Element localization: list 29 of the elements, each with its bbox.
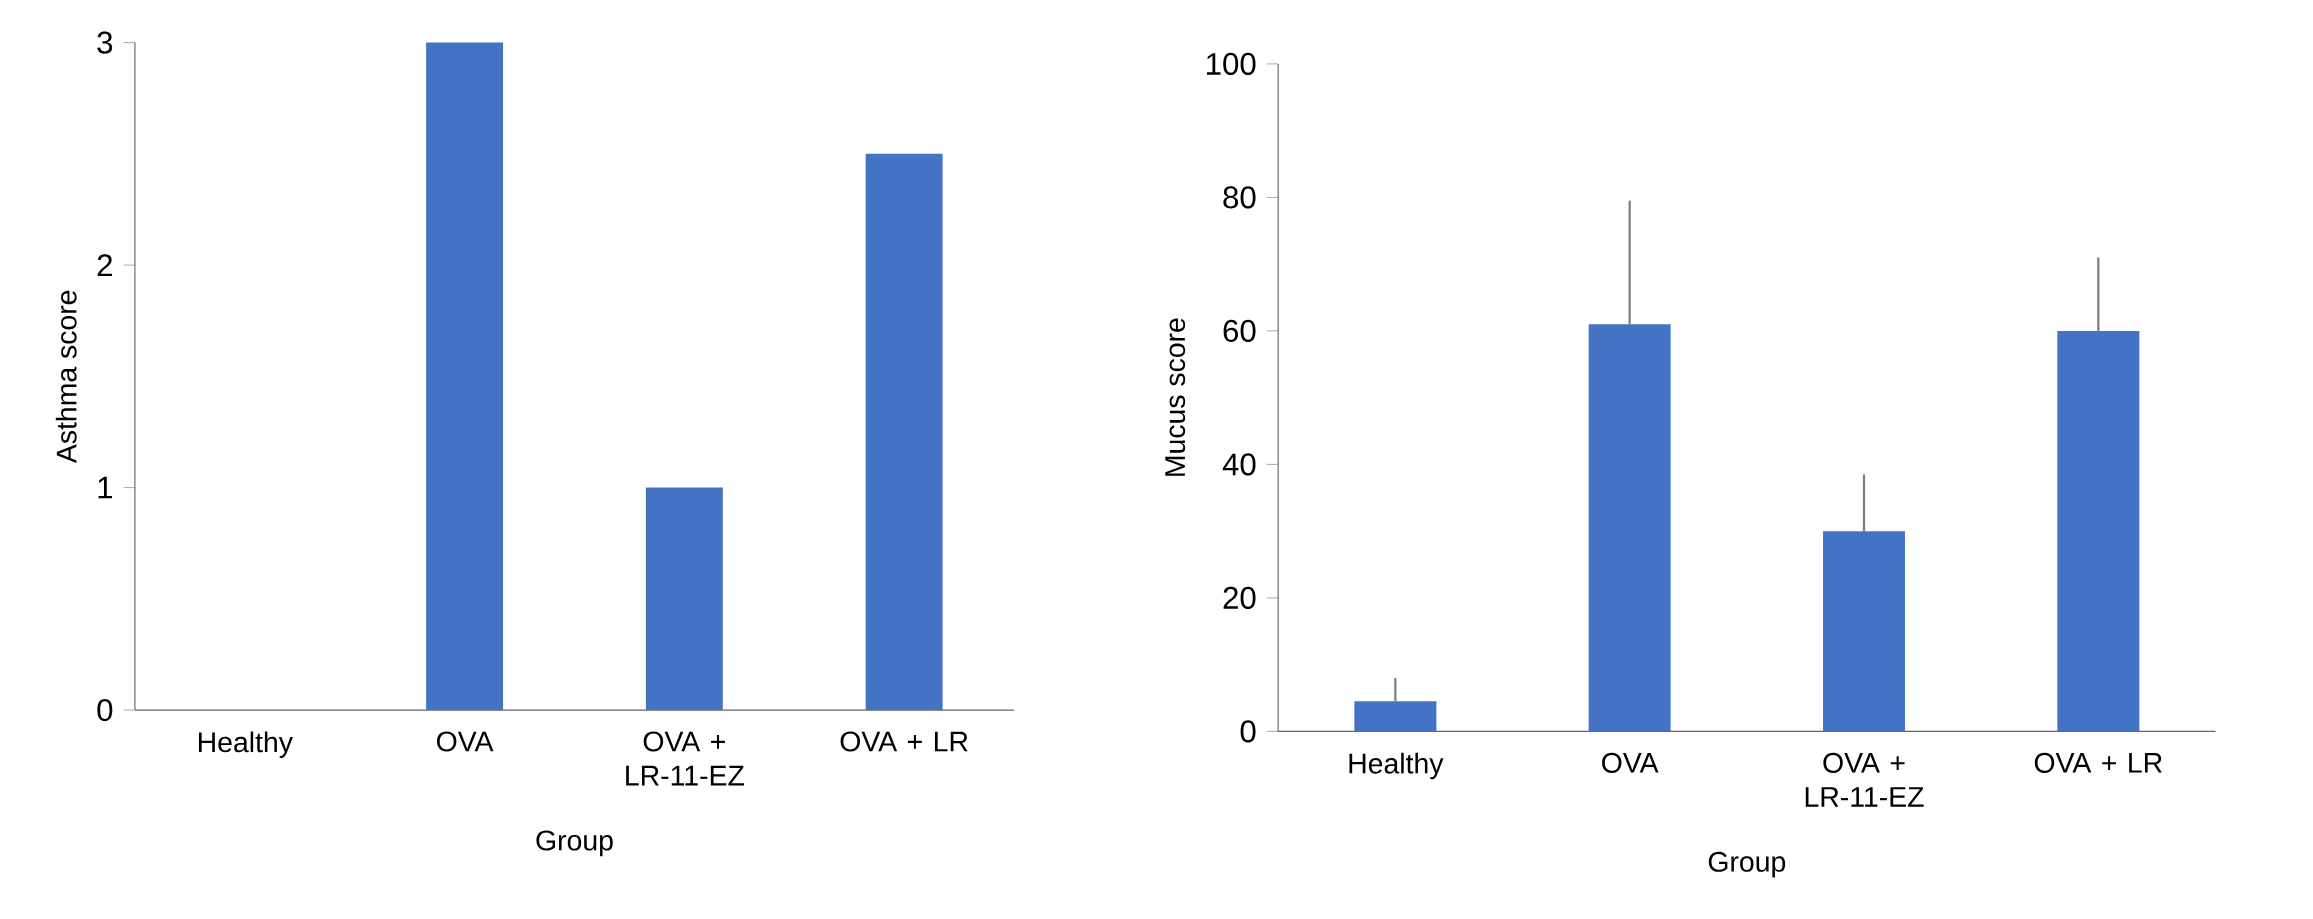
y-tick-label: 80 <box>1223 186 1256 209</box>
x-axis-title: Group <box>1708 851 1786 878</box>
x-tick-label: OVA + LR <box>2034 752 2162 773</box>
x-tick-label: Healthy <box>1349 752 1444 780</box>
x-tick-label: OVA + LR <box>840 731 968 752</box>
bar <box>426 42 504 711</box>
bar <box>2057 330 2140 732</box>
y-tick-label: 40 <box>1222 453 1256 476</box>
y-tick-label: 0 <box>97 699 113 722</box>
y-axis-title: Mucus score <box>1165 318 1186 476</box>
y-tick-label: 0 <box>1240 720 1256 743</box>
y-axis-title: Asthma score <box>55 290 77 464</box>
y-tick-label: 20 <box>1223 586 1256 610</box>
bar <box>1822 531 1905 732</box>
y-tick-label: 1 <box>98 476 113 499</box>
x-tick-label: OVA <box>436 731 494 752</box>
x-tick-label: OVA <box>1602 752 1659 773</box>
y-tick-label: 60 <box>1223 319 1256 343</box>
y-tick-label: 2 <box>97 254 112 277</box>
bar <box>645 487 723 711</box>
bar <box>1354 701 1437 732</box>
y-tick-label: 3 <box>97 31 113 54</box>
x-tick-label: OVA + LR-11-EZ <box>1805 752 1924 807</box>
y-tick-label: 100 <box>1207 52 1256 76</box>
bar <box>865 153 943 711</box>
x-axis-title: Group <box>536 830 613 857</box>
x-tick-label: Healthy <box>198 731 293 759</box>
bar <box>1588 324 1671 732</box>
x-tick-label: OVA + LR-11-EZ <box>626 731 744 786</box>
